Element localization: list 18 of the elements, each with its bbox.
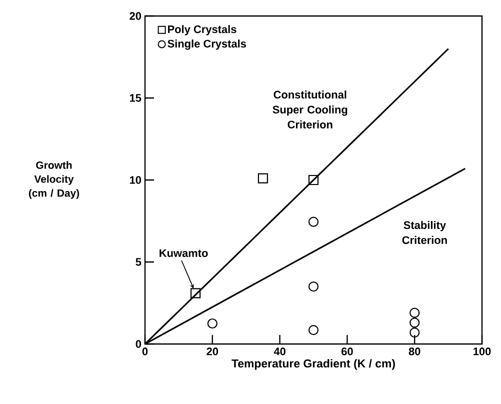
y-tick-label: 10 (130, 176, 142, 184)
series-label: Constitutional Super Cooling Criterion (272, 90, 348, 128)
x-tick-label: 60 (342, 348, 353, 356)
y-tick-label: 20 (130, 12, 142, 20)
legend-label: Single Crystals (168, 40, 246, 50)
series-label: Stability Criterion (402, 220, 447, 244)
legend-label: Poly Crystals (168, 25, 236, 36)
x-tick-label: 0 (142, 348, 148, 356)
x-tick-label: 20 (206, 348, 218, 356)
x-tick-label: 40 (274, 348, 286, 356)
x-tick-label: 100 (474, 348, 491, 356)
y-tick-label: 0 (136, 340, 142, 348)
x-tick-label: 80 (408, 348, 420, 356)
y-tick-label: 15 (130, 94, 142, 102)
y-axis-title: Growth Velocity (cm / Day) (28, 161, 80, 199)
annotation: Kuwamto (160, 249, 208, 257)
x-axis-title: Temperature Gradient (K / cm) (232, 359, 395, 370)
y-tick-label: 5 (136, 258, 142, 266)
